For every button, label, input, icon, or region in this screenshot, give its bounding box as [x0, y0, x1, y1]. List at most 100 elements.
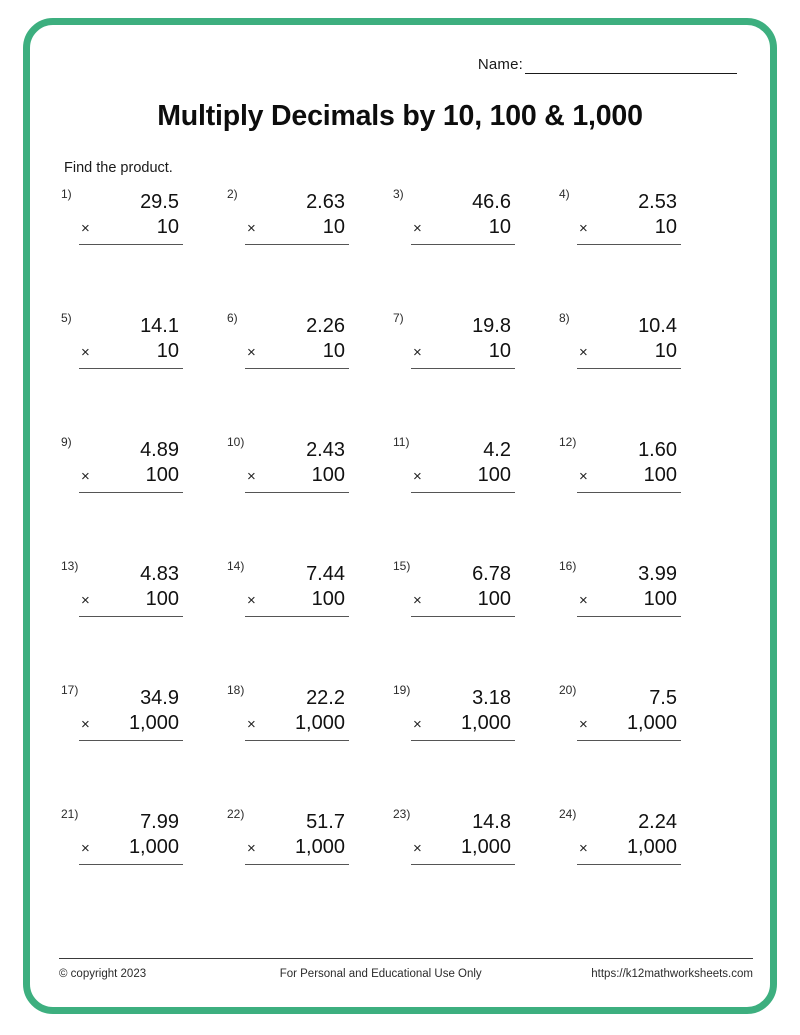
operator-row: × 10	[245, 339, 349, 369]
multiplier-value: 100	[477, 464, 511, 486]
multiply-icon: ×	[247, 220, 256, 237]
multiply-icon: ×	[247, 840, 256, 857]
multiply-icon: ×	[81, 840, 90, 857]
multiply-icon: ×	[413, 716, 422, 733]
problem-stack: 4.89 × 100	[79, 438, 183, 493]
multiply-icon: ×	[579, 592, 588, 609]
operand-value: 4.2	[483, 439, 511, 461]
operator-row: × 1,000	[245, 711, 349, 741]
problem-number: 16)	[559, 559, 577, 573]
problem-number: 8)	[559, 311, 570, 325]
problem-grid: 1) 29.5 × 10 2) 2.63 × 10 3) 46.6 × 10 4) 2.53 × 10 5) 14…	[51, 188, 751, 932]
problem-number: 23)	[393, 807, 411, 821]
problem-cell: 24) 2.24 × 1,000	[549, 808, 715, 932]
operand-value: 2.26	[306, 315, 345, 337]
operator-row: × 1,000	[245, 835, 349, 865]
operator-row: × 1,000	[79, 711, 183, 741]
problem-cell: 1) 29.5 × 10	[51, 188, 217, 312]
operator-row: × 10	[245, 215, 349, 245]
operand-value: 51.7	[306, 811, 345, 833]
multiplier-value: 10	[322, 216, 345, 238]
problem-cell: 10) 2.43 × 100	[217, 436, 383, 560]
footer: © copyright 2023 For Personal and Educat…	[59, 968, 753, 980]
operator-row: × 10	[79, 339, 183, 369]
operand-value: 22.2	[306, 687, 345, 709]
multiply-icon: ×	[579, 220, 588, 237]
name-field-row: Name:	[478, 56, 737, 74]
multiplier-value: 100	[643, 464, 677, 486]
operator-row: × 100	[577, 463, 681, 493]
multiply-icon: ×	[579, 840, 588, 857]
multiply-icon: ×	[81, 468, 90, 485]
multiplier-value: 10	[488, 340, 511, 362]
footer-divider	[59, 958, 753, 959]
problem-number: 19)	[393, 683, 411, 697]
problem-cell: 13) 4.83 × 100	[51, 560, 217, 684]
problem-cell: 8) 10.4 × 10	[549, 312, 715, 436]
problem-stack: 2.53 × 10	[577, 190, 681, 245]
instruction-text: Find the product.	[64, 160, 173, 176]
multiplier-value: 10	[654, 340, 677, 362]
operand-value: 7.99	[140, 811, 179, 833]
operand-value: 3.99	[638, 563, 677, 585]
operator-row: × 100	[79, 587, 183, 617]
multiply-icon: ×	[413, 344, 422, 361]
problem-stack: 22.2 × 1,000	[245, 686, 349, 741]
problem-cell: 4) 2.53 × 10	[549, 188, 715, 312]
operator-row: × 100	[577, 587, 681, 617]
problem-stack: 4.2 × 100	[411, 438, 515, 493]
problem-cell: 15) 6.78 × 100	[383, 560, 549, 684]
multiplier-value: 100	[145, 464, 179, 486]
footer-url[interactable]: https://k12mathworksheets.com	[591, 968, 753, 980]
multiply-icon: ×	[579, 468, 588, 485]
problem-stack: 1.60 × 100	[577, 438, 681, 493]
operand-value: 4.83	[140, 563, 179, 585]
multiplier-value: 1,000	[128, 712, 179, 734]
problem-cell: 23) 14.8 × 1,000	[383, 808, 549, 932]
multiply-icon: ×	[413, 840, 422, 857]
operand-value: 1.60	[638, 439, 677, 461]
problem-cell: 2) 2.63 × 10	[217, 188, 383, 312]
problem-stack: 19.8 × 10	[411, 314, 515, 369]
multiply-icon: ×	[413, 592, 422, 609]
operator-row: × 1,000	[411, 711, 515, 741]
problem-stack: 2.63 × 10	[245, 190, 349, 245]
problem-number: 3)	[393, 187, 404, 201]
name-input-blank[interactable]	[525, 58, 737, 74]
problem-number: 5)	[61, 311, 72, 325]
problem-cell: 14) 7.44 × 100	[217, 560, 383, 684]
problem-stack: 3.18 × 1,000	[411, 686, 515, 741]
multiplier-value: 1,000	[294, 712, 345, 734]
problem-stack: 4.83 × 100	[79, 562, 183, 617]
multiply-icon: ×	[81, 716, 90, 733]
multiply-icon: ×	[413, 220, 422, 237]
problem-stack: 7.44 × 100	[245, 562, 349, 617]
multiplier-value: 100	[643, 588, 677, 610]
footer-copyright: © copyright 2023	[59, 968, 147, 980]
operator-row: × 100	[245, 463, 349, 493]
multiply-icon: ×	[579, 716, 588, 733]
multiplier-value: 1,000	[460, 712, 511, 734]
operator-row: × 1,000	[577, 711, 681, 741]
problem-cell: 3) 46.6 × 10	[383, 188, 549, 312]
problem-stack: 29.5 × 10	[79, 190, 183, 245]
problem-number: 11)	[393, 435, 410, 449]
multiplier-value: 10	[488, 216, 511, 238]
problem-stack: 6.78 × 100	[411, 562, 515, 617]
problem-number: 20)	[559, 683, 577, 697]
operand-value: 2.63	[306, 191, 345, 213]
multiply-icon: ×	[247, 592, 256, 609]
operand-value: 46.6	[472, 191, 511, 213]
problem-number: 22)	[227, 807, 245, 821]
problem-number: 14)	[227, 559, 245, 573]
problem-cell: 16) 3.99 × 100	[549, 560, 715, 684]
multiplier-value: 100	[477, 588, 511, 610]
multiply-icon: ×	[81, 592, 90, 609]
problem-stack: 51.7 × 1,000	[245, 810, 349, 865]
worksheet-content: Name: Multiply Decimals by 10, 100 & 1,0…	[45, 38, 755, 998]
operator-row: × 10	[577, 339, 681, 369]
problem-number: 1)	[61, 187, 72, 201]
operand-value: 6.78	[472, 563, 511, 585]
problem-cell: 17) 34.9 × 1,000	[51, 684, 217, 808]
